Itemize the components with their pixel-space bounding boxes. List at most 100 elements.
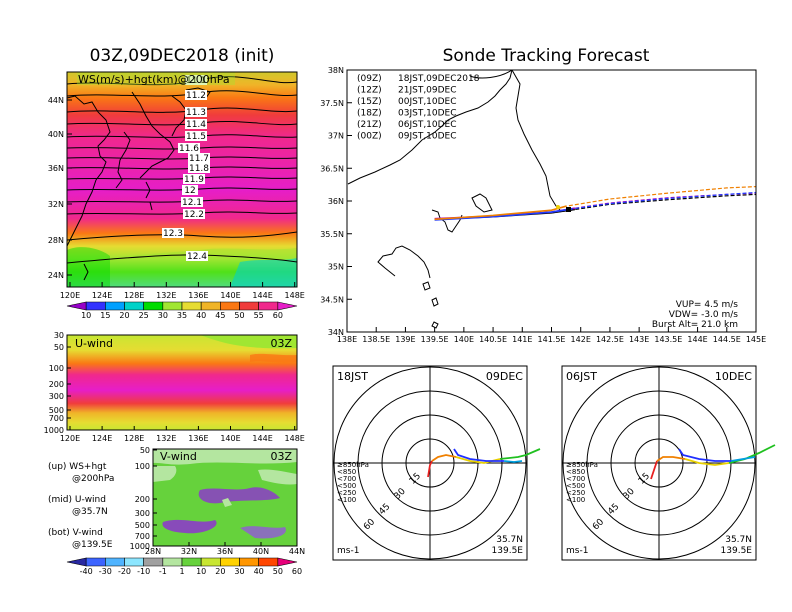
colorbar-swatch (220, 301, 240, 311)
svg-text:11.6: 11.6 (179, 144, 199, 154)
colorbar-swatch (105, 557, 125, 567)
svg-text:12.3: 12.3 (163, 229, 183, 239)
colorbar-swatch (66, 557, 87, 567)
xtick-label: 144E (252, 434, 272, 443)
ytick-label: 35.5N (320, 230, 344, 239)
v-wind-xticks: 28N 32N 36N 40N 44N (145, 542, 305, 556)
note-bot-a: (bot) V-wind (48, 528, 103, 538)
legend-time: 09JST,10DEC (398, 132, 457, 142)
xtick-label: 32N (181, 547, 197, 556)
note-up-a: (up) WS+hgt (48, 462, 107, 472)
ytick-label: 700 (135, 532, 150, 541)
hodograph-trace (453, 448, 504, 462)
ytick-label: 36N (48, 164, 64, 173)
colorbar-swatch (85, 557, 106, 567)
xtick-label: 144E (252, 291, 272, 300)
hodograph-trace (427, 460, 433, 478)
note-mid-b: @35.7N (72, 507, 108, 517)
hodograph-trace (499, 448, 541, 460)
track-endpoint-marker (566, 207, 571, 212)
xtick-label: 141.5E (538, 335, 566, 344)
colorbar-label: 60 (292, 567, 302, 576)
colorbar-swatch (258, 557, 279, 567)
svg-text:12: 12 (184, 186, 195, 196)
level-legend: <100 (337, 496, 356, 504)
track-legend: (09Z) 18JST,09DEC2018 (12Z) 21JST,09DEC (15Z… (357, 74, 480, 142)
colorbar-swatch (239, 557, 259, 567)
level-legend: <700 (337, 475, 356, 483)
polar-left-date: 09DEC (486, 370, 523, 383)
ws-map-xticks: 120E 124E 128E 132E 136E 140E 144E 148E (60, 282, 305, 300)
u-wind-time: 03Z (270, 337, 292, 350)
xtick-label: 138E (337, 335, 357, 344)
polar-hodograph-right: 06JST 10DEC 35.7N 139.5E ms-1 15304560≥8… (561, 365, 776, 561)
colorbar-label: 20 (215, 567, 225, 576)
colorbar-label: 35 (177, 311, 187, 320)
colorbar-label: 50 (273, 567, 283, 576)
legend-run: (12Z) (357, 86, 382, 96)
track-line-dashed (551, 191, 756, 213)
track-coastline (347, 70, 561, 329)
colorbar-label: 20 (119, 311, 129, 320)
svg-text:11.2: 11.2 (186, 91, 206, 101)
ytick-label: 37N (328, 132, 344, 141)
svg-text:11.9: 11.9 (184, 175, 204, 185)
colorbar-swatch (181, 557, 202, 567)
svg-text:11.3: 11.3 (186, 108, 206, 118)
ytick-label: 35N (328, 263, 344, 272)
svg-text:12.1: 12.1 (182, 198, 202, 208)
ytick-label: 40N (48, 130, 64, 139)
level-legend: <700 (566, 475, 585, 483)
v-wind-time: 03Z (270, 450, 292, 463)
xtick-label: 40N (253, 547, 269, 556)
ytick-label: 300 (135, 509, 150, 518)
colorbar-swatch (258, 301, 279, 311)
level-legend: <100 (566, 496, 585, 504)
colorbar-label: 50 (234, 311, 244, 320)
colorbar-swatch (200, 557, 221, 567)
legend-run: (15Z) (357, 97, 382, 107)
track-line-dashed (551, 186, 756, 211)
colorbar-label: 25 (139, 311, 149, 320)
hodograph-trace (684, 458, 730, 466)
colorbar-label: 10 (196, 567, 206, 576)
xtick-label: 141E (512, 335, 532, 344)
polar-right-unit: ms-1 (566, 546, 588, 556)
svg-text:11.8: 11.8 (189, 164, 209, 174)
ytick-label: 30 (54, 331, 64, 340)
ytick-label: 500 (135, 521, 150, 530)
level-legend: <850 (566, 468, 585, 476)
hodograph-trace (678, 448, 731, 462)
colorbar-label: 15 (100, 311, 110, 320)
hodograph-trace (503, 460, 523, 463)
hodograph-trace (728, 444, 776, 464)
polar-right-lon: 139.5E (721, 546, 753, 556)
xtick-label: 140.5E (479, 335, 507, 344)
sonde-tracks (434, 186, 756, 221)
right-title: Sonde Tracking Forecast (443, 46, 650, 66)
ws-map-label: WS(m/s)+hgt(km)@200hPa (78, 73, 230, 86)
polar-left-lat: 35.7N (496, 535, 523, 545)
xtick-label: 148E (285, 291, 305, 300)
u-wind-xticks: 120E 124E 128E 132E 136E 140E 144E 148E (60, 426, 305, 443)
colorbar-label: 55 (254, 311, 264, 320)
legend-run: (18Z) (357, 109, 382, 119)
hodograph-trace (656, 456, 686, 462)
colorbar-label: 30 (158, 311, 168, 320)
xtick-label: 143E (629, 335, 649, 344)
xtick-label: 140E (220, 291, 240, 300)
polar-hodograph-left: 18JST 09DEC 35.7N 139.5E ms-1 15304560≥8… (332, 365, 541, 561)
ytick-label: 700 (49, 414, 64, 423)
ytick-label: 1000 (130, 542, 150, 551)
colorbar-swatch (85, 301, 106, 311)
ytick-label: 100 (135, 462, 150, 471)
xtick-label: 139E (395, 335, 415, 344)
colorbar-swatch (277, 557, 298, 567)
ytick-label: 38N (328, 66, 344, 75)
colorbar-swatch (220, 557, 240, 567)
